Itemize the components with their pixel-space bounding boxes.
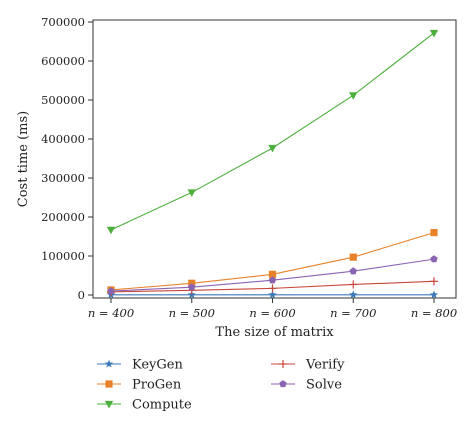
legend-label: Solve — [306, 378, 342, 393]
data-point — [429, 29, 439, 38]
legend-label: Verify — [305, 358, 345, 373]
legend-item-keygen: KeyGen — [97, 358, 183, 373]
series-line-compute — [110, 32, 435, 231]
legend-item-progen: ProGen — [97, 378, 182, 393]
legend-marker — [104, 359, 114, 368]
series-compute — [106, 29, 439, 235]
plot-frame — [92, 19, 457, 299]
legend-marker — [278, 359, 288, 369]
y-tick-label: 100000 — [41, 249, 85, 263]
legend-item-solve: Solve — [271, 378, 342, 393]
legend-marker — [104, 400, 114, 409]
data-point — [268, 270, 277, 278]
data-point — [430, 255, 438, 263]
y-tick-label: 200000 — [41, 210, 85, 224]
data-point — [429, 277, 439, 286]
legend-label: Compute — [132, 398, 192, 413]
data-point — [106, 226, 116, 235]
data-point — [349, 267, 357, 275]
y-tick-label: 500000 — [41, 93, 85, 107]
y-axis: 0 100000 200000 300000 400000 500000 600000 700… — [41, 15, 93, 302]
x-tick-label: n = 800 — [411, 306, 457, 320]
data-point — [188, 283, 196, 291]
legend-marker — [105, 380, 113, 388]
legend-marker — [279, 380, 287, 388]
data-point — [107, 287, 115, 295]
legend-item-compute: Compute — [97, 398, 192, 413]
data-point — [268, 284, 277, 293]
y-tick-label: 300000 — [41, 171, 85, 185]
x-tick-label: n = 400 — [88, 306, 134, 320]
data-point — [268, 144, 277, 153]
x-tick-label: n = 600 — [249, 306, 295, 320]
x-axis-title: The size of matrix — [215, 325, 334, 340]
y-tick-label: 0 — [78, 288, 85, 302]
series-layer — [106, 29, 439, 299]
data-point — [429, 290, 439, 299]
x-axis: n = 400 n = 500 n = 600 n = 700 n = 800 — [88, 298, 457, 320]
series-solve — [107, 255, 438, 295]
x-tick-label: n = 700 — [330, 306, 376, 320]
data-point — [349, 253, 357, 261]
data-point — [268, 290, 277, 299]
y-axis-title: Cost time (ms) — [16, 111, 31, 207]
y-tick-label: 400000 — [41, 132, 85, 146]
series-progen — [107, 229, 438, 294]
data-point — [268, 276, 277, 284]
plot-area: 0 100000 200000 300000 400000 500000 600000 700… — [41, 15, 457, 320]
legend-label: KeyGen — [132, 358, 183, 373]
legend-label: ProGen — [132, 378, 182, 393]
data-point — [349, 92, 358, 100]
data-point — [349, 290, 358, 299]
y-tick-label: 700000 — [41, 15, 85, 29]
x-tick-label: n = 500 — [169, 306, 215, 320]
y-tick-label: 600000 — [41, 54, 85, 68]
data-point — [430, 229, 438, 237]
legend: KeyGen ProGen Compute Verify Solve — [97, 358, 345, 413]
legend-item-verify: Verify — [271, 358, 345, 373]
data-point — [187, 189, 196, 197]
data-point — [349, 280, 358, 289]
